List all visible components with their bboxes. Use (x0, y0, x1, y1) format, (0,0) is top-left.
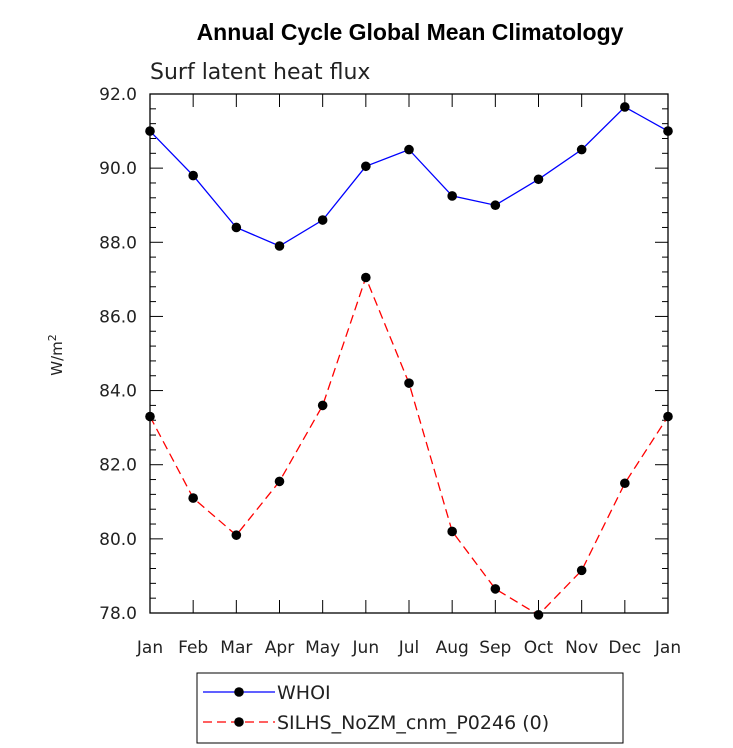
legend: WHOI SILHS_NoZM_cnm_P0246 (0) (196, 672, 624, 744)
y-tick-label: 82.0 (99, 456, 137, 476)
y-tick-label: 84.0 (99, 382, 137, 402)
x-tick-label: Jun (352, 638, 380, 658)
data-point (188, 170, 198, 181)
data-point (447, 526, 457, 537)
y-tick-label: 88.0 (99, 233, 137, 253)
x-tick-label: Mar (220, 638, 252, 658)
data-point (231, 222, 242, 233)
x-tick-label: Nov (565, 638, 598, 658)
series-line-1 (149, 106, 669, 247)
y-tick-label: 90.0 (99, 159, 137, 179)
axis-ticks: 78.0 80.0 82.0 84.0 86.0 88.0 90.0 92.0 Jan Feb Ma… (99, 85, 681, 658)
x-tick-label: Feb (178, 638, 208, 658)
x-tick-label: Dec (608, 638, 641, 658)
data-point (361, 272, 371, 283)
legend-marker-2 (234, 717, 244, 727)
data-point (188, 493, 198, 503)
data-point (317, 400, 328, 411)
data-point (447, 191, 457, 201)
data-point (620, 102, 630, 112)
data-point (490, 584, 501, 594)
data-point (274, 476, 285, 487)
y-tick-label: 78.0 (99, 604, 137, 624)
data-point (576, 144, 587, 155)
data-point (533, 174, 544, 185)
y-tick-label: 92.0 (99, 85, 137, 105)
x-tick-label: Sep (479, 638, 511, 658)
plot-frame (149, 93, 669, 614)
data-point (533, 610, 544, 620)
x-tick-label: Jan (654, 638, 681, 658)
legend-box (196, 672, 624, 744)
data-point (404, 378, 414, 388)
data-point (404, 144, 414, 155)
data-point (231, 530, 242, 540)
x-tick-label: Jan (136, 638, 163, 658)
legend-label-2: SILHS_NoZM_cnm_P0246 (0) (277, 712, 549, 734)
x-tick-label: May (305, 638, 340, 658)
chart-subtitle: Surf latent heat flux (150, 60, 370, 85)
x-tick-label: Jul (398, 638, 420, 658)
y-axis-label: W/m2 (46, 334, 66, 376)
series-line-2 (149, 275, 669, 616)
data-point (317, 215, 328, 225)
x-tick-label: Apr (265, 638, 294, 658)
data-point (361, 161, 371, 172)
x-tick-label: Oct (524, 638, 554, 658)
legend-marker-1 (234, 687, 244, 697)
x-tick-label: Aug (436, 638, 469, 658)
chart-title: Annual Cycle Global Mean Climatology (197, 19, 624, 45)
data-point (490, 200, 501, 211)
legend-label-1: WHOI (277, 682, 331, 704)
data-point (620, 478, 630, 489)
data-point (274, 241, 285, 251)
y-tick-label: 86.0 (99, 307, 137, 327)
data-point (576, 565, 587, 576)
series-group (145, 102, 673, 620)
y-tick-label: 80.0 (99, 530, 137, 550)
